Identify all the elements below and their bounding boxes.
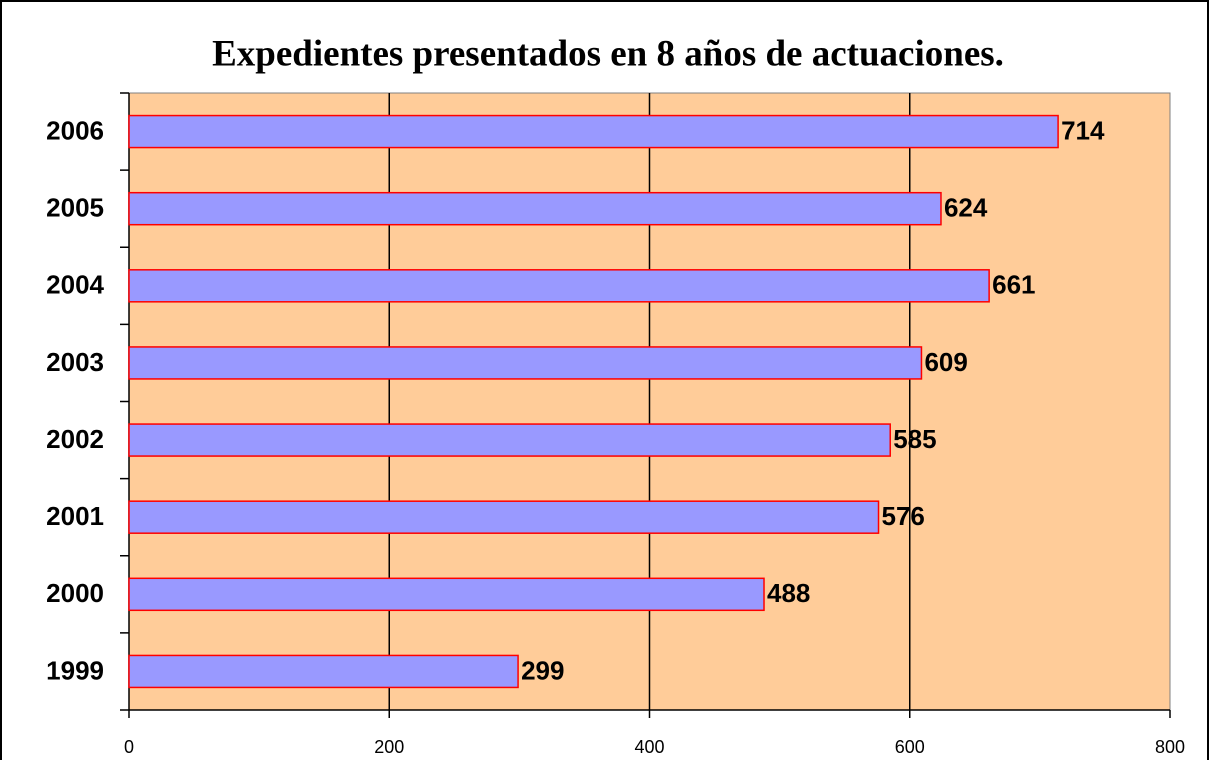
bar [128,191,942,226]
y-tick-label: 2002 [46,424,104,454]
y-tick-label: 1999 [46,655,104,685]
x-tick-label: 600 [895,737,925,757]
x-tick-label: 400 [634,737,664,757]
bar [128,346,923,380]
x-tick-label: 200 [374,737,404,757]
y-tick-label: 2004 [46,270,104,300]
y-tick-label: 2005 [46,193,104,223]
value-label: 488 [767,578,810,608]
bar [128,500,880,534]
chart-title: Expedientes presentados en 8 años de act… [212,33,1004,74]
value-label: 624 [944,193,988,223]
bar [128,114,1059,149]
value-label: 585 [893,424,936,454]
value-label: 299 [521,655,564,685]
bar [128,423,891,457]
bar [128,269,990,303]
value-label: 609 [924,347,967,377]
y-tick-label: 2001 [46,501,104,531]
y-tick-label: 2006 [46,115,104,145]
y-tick-label: 2000 [46,578,104,608]
value-label: 576 [882,501,925,531]
y-tick-label: 2003 [46,347,104,377]
bar [128,654,519,689]
x-tick-label: 800 [1155,737,1185,757]
value-label: 714 [1061,115,1105,145]
x-tick-label: 0 [124,737,134,757]
bar [128,577,765,612]
value-label: 661 [992,270,1035,300]
